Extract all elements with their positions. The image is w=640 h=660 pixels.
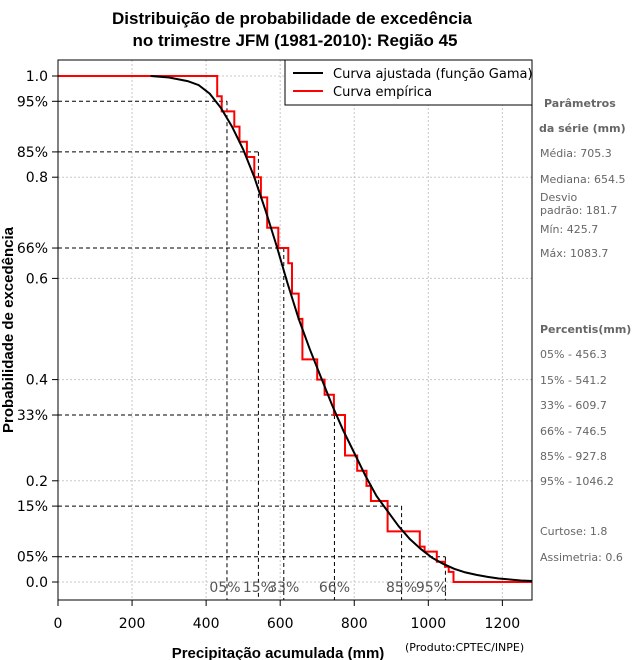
percentile-guides: [58, 100, 446, 600]
params-title-1: Parâmetros: [544, 97, 616, 110]
percentile-label: 15%: [243, 580, 274, 596]
x-tick-label: 400: [193, 616, 220, 632]
stat-desvio-2: padrão: 181.7: [540, 204, 617, 217]
legend: Curva ajustada (função Gama) Curva empír…: [284, 59, 533, 106]
legend-label-empirical: Curva empírica: [333, 85, 432, 100]
chart-title-line1: Distribuição de probabilidade de excedên…: [112, 9, 472, 28]
stat-p33: 33% - 609.7: [540, 399, 607, 412]
y-tick-label: 0.8: [26, 170, 48, 186]
percentile-label: 33%: [268, 580, 299, 596]
x-tick-label: 200: [119, 616, 146, 632]
x-axis-title: Precipitação acumulada (mm): [172, 645, 385, 660]
stat-assimetria: Assimetria: 0.6: [540, 551, 623, 564]
grid-lines: [58, 60, 532, 600]
y-tick-label: 95%: [17, 94, 48, 110]
percentile-label: 66%: [319, 580, 350, 596]
y-tick-label: 05%: [17, 550, 48, 566]
stats-sidebar: Parâmetros da série (mm) Média: 705.3 Me…: [539, 97, 631, 564]
y-tick-label: 15%: [17, 499, 48, 515]
percentile-labels: 05% 15%33% 66% 85%95%: [209, 580, 447, 596]
x-axis: 0 200 400 600 800 1000 1200: [54, 600, 521, 632]
y-axis: 1.0 95% 85% 0.8 66% 0.6 0.4 33% 0.2 15% 05% 0.0: [17, 69, 58, 591]
credit-label: (Produto:CPTEC/INPE): [405, 641, 524, 654]
x-tick-label: 800: [341, 616, 368, 632]
x-tick-label: 0: [54, 616, 63, 632]
y-axis-title: Probabilidade de excedência: [0, 226, 17, 433]
percentile-label: 95%: [416, 580, 447, 596]
params-title-2: da série (mm): [539, 122, 626, 135]
percentis-title: Percentis(mm): [540, 323, 631, 336]
legend-box: [284, 59, 533, 106]
stat-p05: 05% - 456.3: [540, 348, 607, 361]
x-tick-label: 600: [267, 616, 294, 632]
y-tick-label: 85%: [17, 145, 48, 161]
y-tick-label: 0.0: [26, 575, 48, 591]
stat-p66: 66% - 746.5: [540, 425, 607, 438]
stat-max: Máx: 1083.7: [540, 247, 608, 260]
x-tick-label: 1200: [485, 616, 521, 632]
chart-title-line2: no trimestre JFM (1981-2010): Região 45: [132, 31, 457, 50]
y-tick-label: 66%: [17, 241, 48, 257]
series-line-fitted: [150, 75, 533, 582]
legend-label-fitted: Curva ajustada (função Gama): [333, 67, 533, 82]
stat-media: Média: 705.3: [540, 147, 612, 160]
stat-p95: 95% - 1046.2: [540, 475, 614, 488]
stat-mediana: Mediana: 654.5: [540, 173, 625, 186]
percentile-label: 85%: [386, 580, 417, 596]
y-tick-label: 0.2: [26, 474, 48, 490]
plot-frame: [57, 59, 533, 601]
percentile-label: 05%: [209, 580, 240, 596]
y-tick-label: 0.4: [26, 373, 48, 389]
y-tick-label: 33%: [17, 408, 48, 424]
x-tick-label: 1000: [410, 616, 446, 632]
stat-desvio-1: Desvio: [540, 191, 578, 204]
y-tick-label: 1.0: [26, 69, 48, 85]
stat-p15: 15% - 541.2: [540, 374, 607, 387]
stat-curtose: Curtose: 1.8: [540, 525, 607, 538]
stat-p85: 85% - 927.8: [540, 450, 607, 463]
stat-min: Mín: 425.7: [540, 223, 598, 236]
y-tick-label: 0.6: [26, 271, 48, 287]
series-line-empirical: [58, 75, 532, 583]
